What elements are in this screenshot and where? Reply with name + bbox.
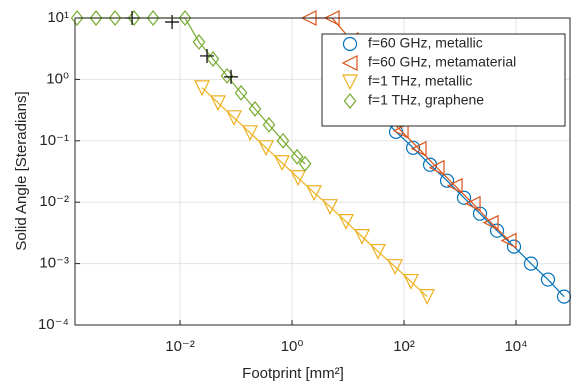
marker [354,229,371,245]
x-tick-label: 10² [393,338,415,355]
marker [165,15,180,30]
y-axis-label: Solid Angle [Steradians] [13,91,30,250]
marker [506,239,522,254]
marker [89,10,103,26]
marker [482,214,499,231]
marker [341,55,358,71]
legend-label: f=1 THz, metallic [368,73,472,89]
x-axis-label: Footprint [mm²] [242,365,344,382]
marker [428,159,445,176]
x-tick-label: 10⁴ [504,338,527,355]
marker [405,140,421,155]
marker [192,34,206,50]
axes-box [74,17,571,326]
marker [392,122,409,139]
marker [446,177,463,194]
marker [342,74,358,91]
y-tick-label: 10⁻¹ [39,132,69,149]
x-tick-label: 10⁻² [165,338,195,355]
y-tick-label: 10⁻² [39,193,69,210]
marker [439,173,455,188]
marker [274,155,290,172]
marker [322,199,339,216]
marker [210,95,227,112]
legend-label: f=60 GHz, metamaterial [368,54,516,70]
marker [500,232,517,249]
x-tick-label: 10⁰ [281,338,304,355]
marker [226,110,243,127]
series-line [378,114,565,298]
marker [387,259,403,276]
marker [290,170,307,187]
marker [70,10,84,26]
marker [342,36,358,52]
y-tick-label: 10⁻³ [39,255,69,272]
marker [194,80,211,97]
marker [258,140,274,157]
marker [276,132,290,149]
marker [419,289,436,305]
marker [108,10,122,26]
marker [370,243,386,260]
marker [540,272,556,287]
marker [146,10,160,26]
marker [206,51,220,67]
marker [234,84,248,101]
marker [242,125,259,142]
marker [410,140,427,157]
marker [489,223,505,238]
legend-box [321,33,566,127]
marker [178,10,192,26]
marker [556,289,572,304]
y-tick-label: 10⁰ [46,70,69,87]
marker [298,155,312,172]
legend-label: f=1 THz, graphene [368,92,484,108]
marker [456,190,472,205]
marker [224,69,239,84]
y-tick-label: 10⁻⁴ [38,316,69,333]
marker [262,116,276,133]
marker [248,100,262,117]
marker [200,48,215,63]
marker [290,148,304,165]
marker [306,185,323,202]
marker [403,273,419,290]
legend: f=60 GHz, metallic f=60 GHz, metamaterial… [321,33,566,127]
legend-label: f=60 GHz, metallic [368,35,483,51]
marker [523,256,539,271]
marker [343,93,357,109]
marker [338,214,354,231]
y-tick-label: 10¹ [47,9,69,26]
marker [127,10,141,26]
marker [464,195,481,212]
